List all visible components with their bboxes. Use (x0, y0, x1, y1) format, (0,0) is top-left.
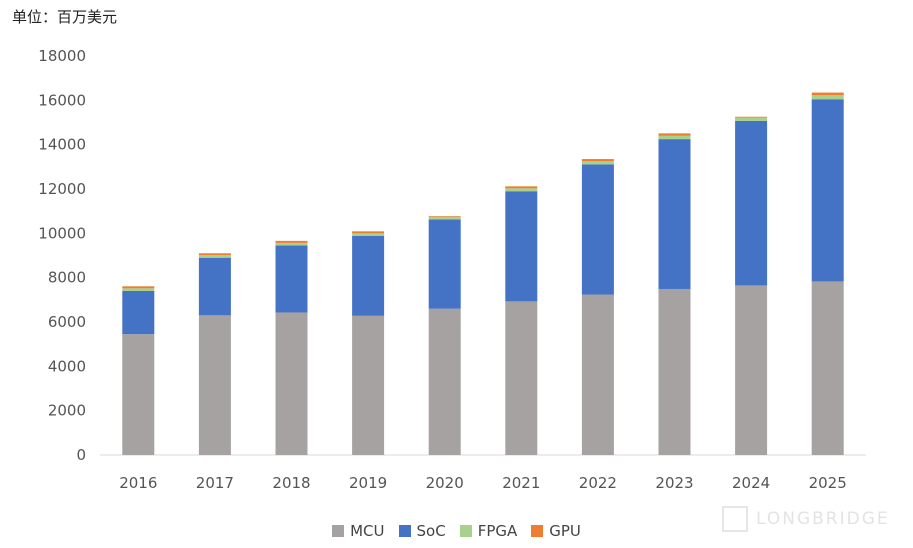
x-tick-label: 2025 (809, 474, 847, 492)
y-tick-label: 12000 (38, 180, 86, 198)
bar-soc-2021 (505, 191, 538, 302)
y-tick-label: 16000 (38, 91, 86, 109)
bar-fpga-2024 (735, 117, 768, 121)
x-tick-label: 2018 (272, 474, 310, 492)
bar-gpu-2019 (352, 231, 385, 234)
x-tick-label: 2020 (426, 474, 464, 492)
x-tick-label: 2022 (579, 474, 617, 492)
bar-soc-2022 (581, 164, 614, 295)
bar-soc-2024 (735, 120, 768, 286)
x-tick-label: 2023 (655, 474, 693, 492)
bar-gpu-2017 (198, 253, 231, 256)
y-tick-label: 6000 (48, 313, 86, 331)
bar-gpu-2022 (581, 159, 614, 162)
legend-label: MCU (350, 522, 385, 540)
bar-fpga-2023 (658, 135, 691, 140)
bar-soc-2023 (658, 139, 691, 289)
bar-gpu-2023 (658, 133, 691, 136)
unit-label: 单位：百万美元 (12, 8, 118, 26)
legend-swatch (459, 525, 472, 537)
watermark: LONGBRIDGE (722, 506, 890, 532)
legend-item-fpga: FPGA (459, 522, 518, 540)
bar-mcu-2024 (735, 285, 768, 455)
x-tick-label: 2019 (349, 474, 387, 492)
legend-swatch (398, 525, 411, 537)
bar-mcu-2019 (352, 315, 385, 455)
bar-fpga-2020 (428, 216, 461, 220)
legend-label: SoC (416, 522, 446, 540)
x-tick-label: 2017 (196, 474, 234, 492)
bar-mcu-2021 (505, 301, 538, 455)
legend-item-mcu: MCU (332, 522, 385, 540)
legend-swatch (332, 525, 345, 537)
bar-gpu-2025 (811, 92, 844, 96)
bar-fpga-2017 (198, 255, 231, 258)
legend-swatch (531, 525, 544, 537)
bar-fpga-2016 (122, 288, 155, 291)
y-tick-label: 18000 (38, 47, 86, 65)
watermark-text: LONGBRIDGE (756, 509, 890, 529)
y-tick-label: 10000 (38, 224, 86, 242)
watermark-logo-icon (722, 506, 748, 532)
bar-soc-2016 (122, 290, 155, 335)
bar-mcu-2016 (122, 334, 155, 455)
bar-soc-2020 (428, 219, 461, 309)
bar-mcu-2023 (658, 288, 691, 455)
bar-soc-2025 (811, 99, 844, 282)
y-tick-label: 0 (76, 446, 86, 464)
stacked-bar-chart: 0 2000 4000 6000 8000 10000 12000 14000 16000 180… (38, 47, 866, 492)
bar-fpga-2022 (581, 161, 614, 165)
y-tick-label: 8000 (48, 269, 86, 287)
y-tick-label: 4000 (48, 357, 86, 375)
bar-gpu-2024 (735, 116, 768, 118)
legend-item-soc: SoC (398, 522, 446, 540)
bar-soc-2018 (275, 245, 308, 313)
legend: MCU SoC FPGA GPU (0, 522, 913, 540)
bar-soc-2019 (352, 235, 385, 316)
bar-gpu-2016 (122, 286, 155, 289)
x-tick-label: 2021 (502, 474, 540, 492)
bar-gpu-2018 (275, 240, 308, 243)
bar-mcu-2020 (428, 308, 461, 455)
y-tick-label: 2000 (48, 402, 86, 420)
bar-fpga-2019 (352, 233, 385, 236)
bar-mcu-2025 (811, 281, 844, 455)
y-tick-label: 14000 (38, 136, 86, 154)
bar-mcu-2017 (198, 315, 231, 455)
bar-fpga-2021 (505, 188, 538, 192)
bar-fpga-2018 (275, 242, 308, 246)
x-tick-label: 2024 (732, 474, 770, 492)
legend-label: GPU (549, 522, 581, 540)
bar-soc-2017 (198, 257, 231, 316)
bar-mcu-2018 (275, 312, 308, 455)
x-tick-label: 2016 (119, 474, 157, 492)
bar-fpga-2025 (811, 95, 844, 100)
bar-gpu-2021 (505, 186, 538, 189)
bar-gpu-2020 (428, 216, 461, 217)
bar-mcu-2022 (581, 294, 614, 455)
legend-item-gpu: GPU (531, 522, 581, 540)
legend-label: FPGA (477, 522, 518, 540)
